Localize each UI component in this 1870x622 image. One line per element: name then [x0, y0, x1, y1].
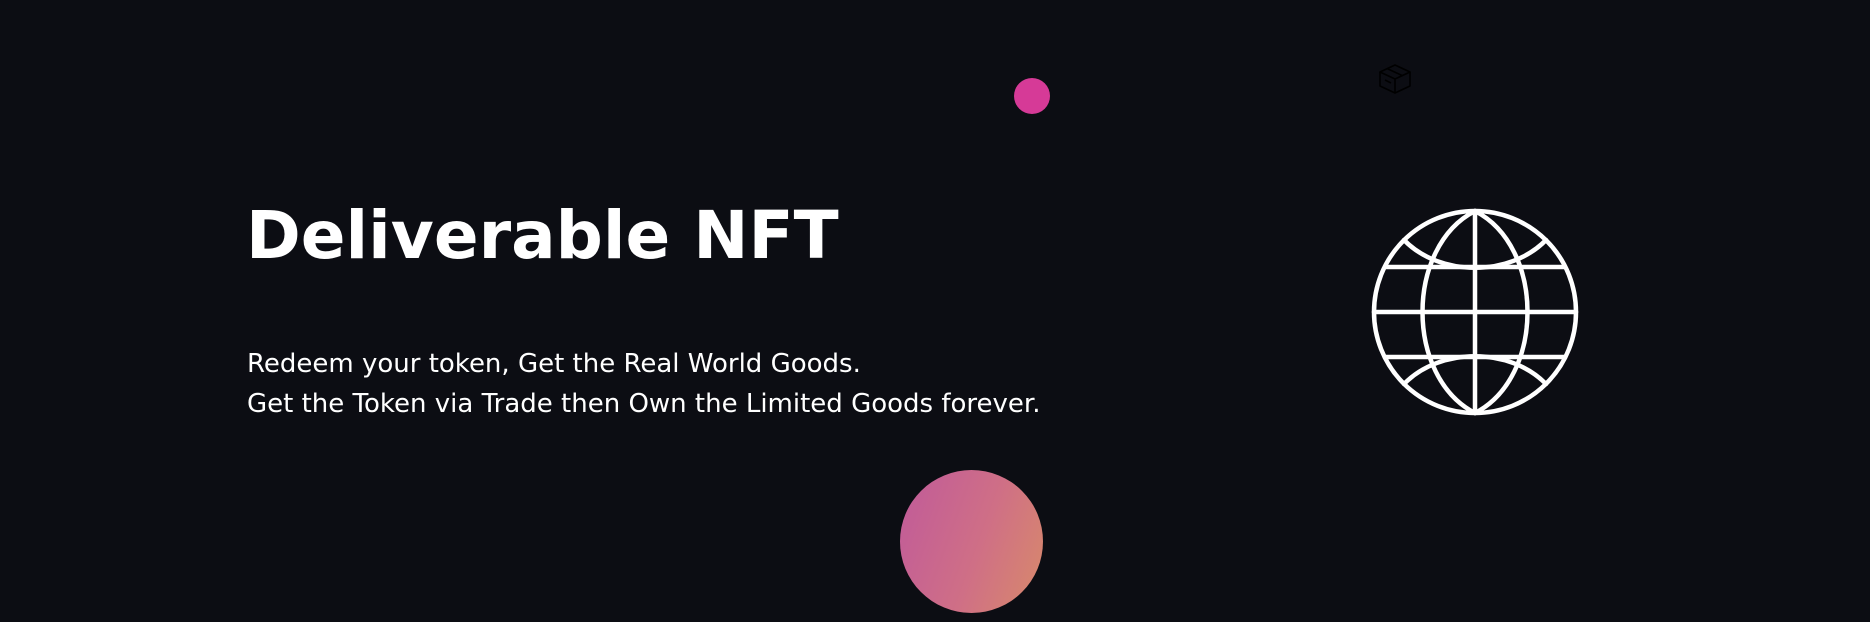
pink-dot-decoration [1014, 78, 1050, 114]
hero-subtitle-line-1: Redeem your token, Get the Real World Go… [247, 349, 861, 379]
hero-subtitle-line-2: Get the Token via Trade then Own the Lim… [247, 389, 1041, 419]
gradient-orb-decoration [900, 470, 1043, 613]
globe-icon [1371, 208, 1579, 416]
hero-subtitle: Redeem your token, Get the Real World Go… [247, 344, 1040, 424]
box-icon [1379, 64, 1411, 94]
hero-title: Deliverable NFT [246, 197, 839, 274]
